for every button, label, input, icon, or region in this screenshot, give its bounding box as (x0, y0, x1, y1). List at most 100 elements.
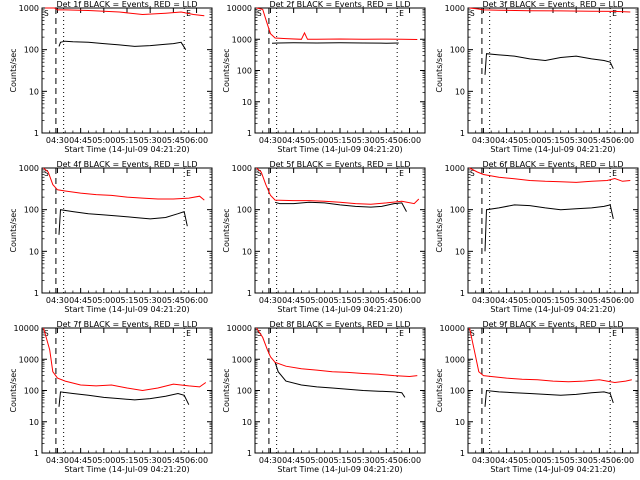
x-tick-label: 05:00 (518, 136, 541, 145)
x-axis-label: Start Time (14-Jul-09 04:21:20) (64, 465, 189, 474)
x-tick-label: 05:45 (162, 456, 185, 465)
y-tick-label: 1000 (445, 164, 465, 173)
x-tick-label: 06:00 (185, 296, 208, 305)
x-tick-label: 05:30 (139, 456, 162, 465)
panel-8: Det 8f BLACK = Events, RED = LLD 1 10 100 10… (222, 320, 426, 474)
x-tick-label: 06:00 (611, 136, 634, 145)
start-marker-label: S (257, 9, 262, 18)
y-tick-label: 100 (450, 46, 465, 55)
x-tick-label: 06:00 (398, 136, 421, 145)
x-tick-label: 04:45 (495, 296, 518, 305)
x-tick-label: 05:00 (518, 296, 541, 305)
x-tick-label: 05:15 (115, 296, 138, 305)
start-marker-label: S (470, 329, 475, 338)
x-axis-label: Start Time (14-Jul-09 04:21:20) (64, 145, 189, 154)
plot-frame (467, 7, 639, 134)
x-axis-label: Start Time (14-Jul-09 04:21:20) (277, 305, 402, 314)
y-axis-label: Counts/sec (9, 48, 18, 92)
x-tick-label: 04:30 (472, 456, 495, 465)
plot-frame (254, 167, 426, 294)
start-marker-label: S (44, 169, 49, 178)
series-events-line (274, 362, 406, 398)
end-marker-label: E (186, 329, 191, 338)
x-tick-label: 05:30 (352, 136, 375, 145)
x-tick-label: 05:00 (305, 296, 328, 305)
y-tick-label: 1000 (232, 164, 252, 173)
start-marker-label: S (257, 329, 262, 338)
end-marker-label: E (612, 9, 617, 18)
y-tick-label: 1 (34, 449, 39, 458)
x-tick-label: 05:15 (328, 456, 351, 465)
y-tick-label: 10 (242, 247, 252, 256)
x-tick-label: 05:45 (162, 296, 185, 305)
series-lld-line (256, 167, 420, 205)
y-tick-label: 10000 (14, 324, 39, 333)
panel-3: Det 3f BLACK = Events, RED = LLD 1 10 100 10… (435, 0, 639, 154)
y-tick-label: 10000 (440, 324, 465, 333)
y-axis-label: Counts/sec (435, 368, 444, 412)
y-tick-label: 100 (237, 206, 252, 215)
panel-title: Det 8f BLACK = Events, RED = LLD (269, 320, 410, 329)
end-marker-label: E (399, 9, 404, 18)
x-tick-label: 04:45 (69, 136, 92, 145)
panel-title: Det 2f BLACK = Events, RED = LLD (269, 0, 410, 9)
y-tick-label: 100 (450, 206, 465, 215)
y-tick-label: 10 (29, 247, 39, 256)
x-tick-label: 06:00 (398, 456, 421, 465)
series-events-line (484, 204, 614, 252)
y-tick-label: 1 (460, 289, 465, 298)
x-tick-label: 04:30 (259, 136, 282, 145)
panel-2: Det 2f BLACK = Events, RED = LLD 1 10 100 10… (222, 0, 426, 154)
x-tick-label: 05:45 (588, 296, 611, 305)
y-tick-label: 1000 (445, 355, 465, 364)
series-events-line (58, 209, 188, 235)
y-tick-label: 10000 (227, 324, 252, 333)
x-tick-label: 05:00 (305, 456, 328, 465)
series-events-line (58, 40, 187, 50)
x-axis-label: Start Time (14-Jul-09 04:21:20) (490, 465, 615, 474)
panel-title: Det 1f BLACK = Events, RED = LLD (56, 0, 197, 9)
x-tick-label: 04:45 (282, 136, 305, 145)
y-axis-label: Counts/sec (222, 208, 231, 252)
x-tick-label: 04:45 (282, 456, 305, 465)
y-tick-label: 100 (24, 46, 39, 55)
series-lld-line (469, 7, 631, 13)
plot-frame (467, 167, 639, 294)
y-tick-label: 100 (237, 387, 252, 396)
x-tick-label: 04:30 (259, 296, 282, 305)
x-tick-label: 06:00 (185, 136, 208, 145)
series-lld-line (45, 7, 205, 17)
series-lld-line (256, 7, 418, 40)
y-tick-label: 100 (24, 387, 39, 396)
x-tick-label: 05:45 (375, 136, 398, 145)
x-axis-label: Start Time (14-Jul-09 04:21:20) (490, 145, 615, 154)
y-tick-label: 1000 (445, 4, 465, 13)
x-tick-label: 05:00 (92, 136, 115, 145)
y-tick-label: 10 (455, 87, 465, 96)
series-lld-line (469, 327, 632, 384)
panel-title: Det 5f BLACK = Events, RED = LLD (269, 160, 410, 169)
end-marker-label: E (612, 329, 617, 338)
x-tick-label: 05:30 (565, 456, 588, 465)
series-events-line (58, 391, 190, 407)
series-lld-line (43, 167, 205, 201)
x-tick-label: 05:45 (588, 456, 611, 465)
x-tick-label: 05:15 (115, 456, 138, 465)
panel-9: Det 9f BLACK = Events, RED = LLD 1 10 100 10… (435, 320, 639, 474)
x-axis-label: Start Time (14-Jul-09 04:21:20) (64, 305, 189, 314)
y-tick-label: 10 (242, 98, 252, 107)
start-marker-label: S (257, 169, 262, 178)
x-tick-label: 05:00 (92, 456, 115, 465)
x-axis-label: Start Time (14-Jul-09 04:21:20) (277, 145, 402, 154)
x-tick-label: 04:30 (472, 136, 495, 145)
y-axis-label: Counts/sec (222, 368, 231, 412)
x-tick-label: 05:45 (162, 136, 185, 145)
plot-frame (41, 7, 213, 134)
start-marker-label: S (470, 9, 475, 18)
series-lld-line (256, 327, 418, 378)
series-events-line (484, 389, 614, 407)
x-tick-label: 05:30 (352, 296, 375, 305)
x-tick-label: 05:15 (541, 296, 564, 305)
panel-title: Det 4f BLACK = Events, RED = LLD (56, 160, 197, 169)
end-marker-label: E (399, 169, 404, 178)
